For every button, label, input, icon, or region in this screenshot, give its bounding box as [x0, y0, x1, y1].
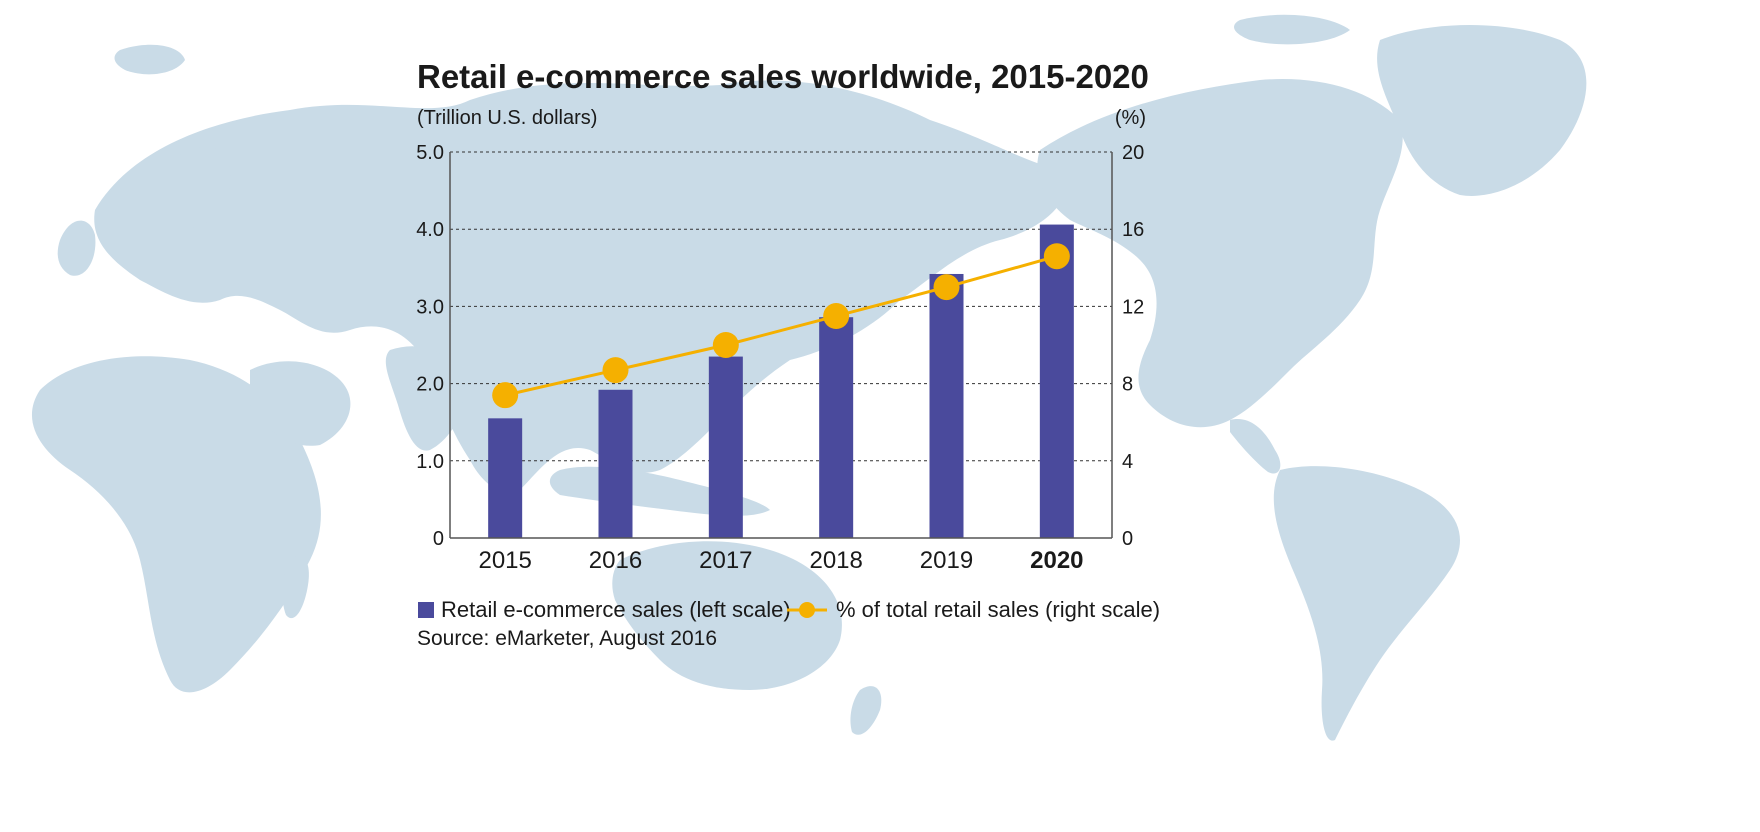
x-tick-label: 2015	[478, 547, 531, 574]
x-tick-label: 2016	[589, 547, 642, 574]
map-south-america	[1273, 466, 1460, 741]
bar	[598, 389, 633, 538]
bar	[819, 317, 854, 538]
left-tick-label: 4.0	[416, 219, 444, 241]
line-point	[1043, 243, 1070, 270]
chart-title: Retail e-commerce sales worldwide, 2015-…	[417, 58, 1149, 95]
map-central-america	[1230, 419, 1281, 474]
map-britain	[57, 220, 96, 276]
map-new-zealand	[850, 686, 882, 735]
legend-line-marker	[799, 602, 815, 618]
line-point	[492, 382, 519, 409]
map-north-america	[1037, 79, 1403, 428]
bar	[1039, 224, 1074, 538]
right-tick-label: 4	[1122, 451, 1133, 473]
legend-bar-swatch	[418, 602, 434, 618]
right-axis-unit: (%)	[1115, 107, 1146, 129]
line-point	[823, 303, 850, 330]
map-australia	[612, 541, 842, 690]
bar	[929, 273, 964, 538]
right-tick-label: 16	[1122, 219, 1144, 241]
map-arctic-islands-2	[1234, 14, 1350, 45]
line-point	[602, 357, 629, 384]
map-india	[385, 346, 463, 451]
tick-labels: 0 0 1.0 4 2.0 8 3.0 12 4.0 16 5.0 20 2015 2016 2017 201…	[416, 142, 1144, 574]
line-point	[712, 332, 739, 358]
source-note: Source: eMarketer, August 2016	[417, 627, 717, 650]
map-greenland	[1377, 25, 1587, 196]
x-tick-label: 2020	[1030, 547, 1083, 574]
x-tick-label: 2017	[699, 547, 752, 574]
left-tick-label: 5.0	[416, 142, 444, 164]
line-series	[492, 243, 1070, 409]
line-path	[504, 254, 1058, 397]
bar	[708, 356, 743, 538]
bar-series	[488, 224, 1074, 538]
right-tick-label: 12	[1122, 296, 1144, 318]
line-point	[933, 274, 960, 301]
map-africa	[31, 356, 321, 693]
left-tick-label: 3.0	[416, 296, 444, 318]
legend-bar-label: Retail e-commerce sales (left scale)	[441, 597, 791, 622]
legend: Retail e-commerce sales (left scale) % o…	[418, 597, 1160, 622]
legend-line-label: % of total retail sales (right scale)	[836, 597, 1160, 622]
right-tick-label: 20	[1122, 142, 1144, 164]
map-eurasia	[94, 80, 1066, 493]
map-arctic-islands	[114, 44, 185, 75]
x-tick-label: 2018	[809, 547, 862, 574]
left-tick-label: 1.0	[416, 451, 444, 473]
right-tick-label: 0	[1122, 528, 1133, 550]
left-axis-unit: (Trillion U.S. dollars)	[417, 107, 597, 129]
axes	[449, 152, 1113, 539]
left-tick-label: 0	[433, 528, 444, 550]
map-scandinavia	[150, 147, 231, 229]
map-madagascar	[282, 556, 309, 619]
left-tick-label: 2.0	[416, 374, 444, 396]
x-tick-label: 2019	[920, 547, 973, 574]
map-arabia	[250, 361, 351, 446]
world-map-background	[31, 14, 1587, 741]
right-tick-label: 8	[1122, 374, 1133, 396]
bar	[488, 418, 523, 538]
map-japan	[669, 246, 709, 340]
